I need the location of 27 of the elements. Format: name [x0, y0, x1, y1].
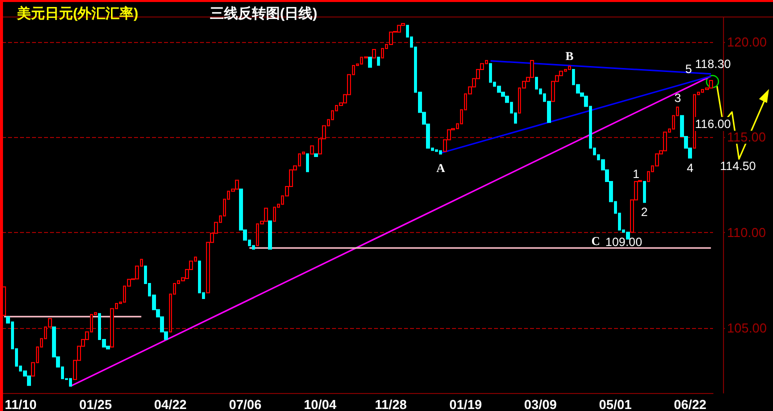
annotation: C: [591, 234, 600, 248]
x-tick-label: 07/06: [228, 397, 262, 411]
x-tick-label: 03/09: [524, 397, 557, 411]
text: 114.50: [720, 159, 756, 173]
x-tick-label: 01/19: [449, 397, 482, 411]
annotation: 116.00: [695, 117, 732, 131]
annotation: 118.30: [695, 57, 732, 71]
x-tick-label: 11/28: [374, 397, 407, 411]
y-tick-label: 110.00: [727, 225, 766, 240]
annotation: A: [436, 161, 446, 175]
x-tick-label: 05/01: [599, 397, 632, 411]
annotation: 2: [641, 205, 648, 219]
y-tick-label: 115.00: [727, 130, 766, 145]
annotation: 109.00: [605, 235, 642, 249]
chart-title: 美元日元(外汇汇率): [16, 5, 138, 21]
annotation: B: [566, 49, 574, 63]
x-tick-label: 11/10: [4, 397, 37, 411]
x-tick-label: 06/22: [674, 397, 706, 411]
x-tick-label: 04/22: [154, 397, 187, 411]
y-tick-label: 105.00: [727, 320, 767, 336]
x-tick-label: 10/04: [304, 397, 338, 411]
annotation: 1: [632, 167, 640, 181]
chart-subtitle: 三线反转图(日线): [210, 5, 318, 21]
x-tick-label: 01/25: [79, 397, 112, 411]
y-tick-label: 120.00: [727, 34, 767, 50]
annotation: 3: [674, 91, 682, 105]
annotation: 4: [686, 161, 694, 175]
